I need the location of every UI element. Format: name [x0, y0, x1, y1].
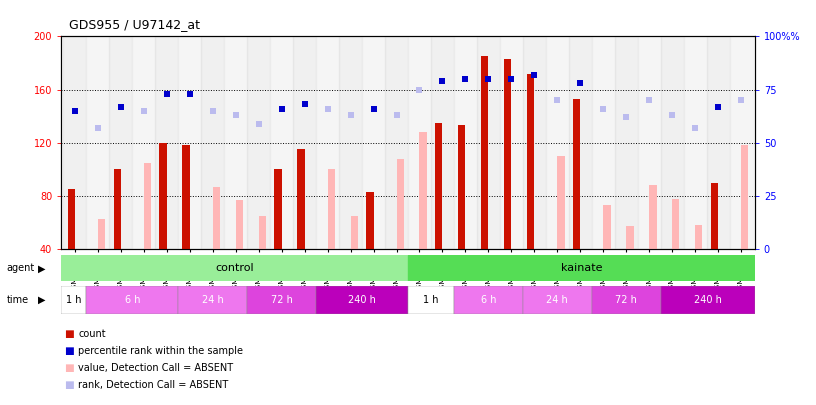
- Text: ■: ■: [64, 380, 73, 390]
- Bar: [614, 36, 637, 249]
- Text: 6 h: 6 h: [125, 295, 140, 305]
- Bar: [397, 159, 404, 249]
- Text: time: time: [7, 295, 29, 305]
- Bar: [385, 36, 408, 249]
- Bar: [603, 205, 610, 249]
- Bar: [270, 36, 293, 249]
- Bar: [707, 36, 730, 249]
- Bar: [435, 123, 442, 249]
- Bar: [419, 132, 427, 249]
- Bar: [431, 36, 454, 249]
- Text: agent: agent: [7, 263, 35, 273]
- Bar: [236, 200, 243, 249]
- Bar: [98, 219, 105, 249]
- Bar: [247, 286, 316, 314]
- Bar: [274, 169, 282, 249]
- Bar: [454, 286, 523, 314]
- Bar: [339, 36, 362, 249]
- Bar: [64, 36, 86, 249]
- Bar: [247, 36, 270, 249]
- Text: 240 h: 240 h: [348, 295, 376, 305]
- Bar: [179, 36, 202, 249]
- Bar: [113, 169, 121, 249]
- Text: GDS955 / U97142_at: GDS955 / U97142_at: [69, 18, 201, 31]
- Bar: [477, 36, 500, 249]
- Bar: [297, 149, 304, 249]
- Bar: [454, 36, 477, 249]
- Text: ■: ■: [64, 329, 73, 339]
- Text: count: count: [78, 329, 106, 339]
- Bar: [592, 286, 661, 314]
- Bar: [695, 225, 703, 249]
- Bar: [523, 286, 592, 314]
- Text: percentile rank within the sample: percentile rank within the sample: [78, 346, 243, 356]
- Text: 24 h: 24 h: [202, 295, 224, 305]
- Text: 6 h: 6 h: [481, 295, 496, 305]
- Text: kainate: kainate: [561, 263, 602, 273]
- Bar: [557, 156, 565, 249]
- Bar: [569, 36, 592, 249]
- Bar: [408, 255, 755, 281]
- Text: ▶: ▶: [38, 295, 45, 305]
- Bar: [159, 143, 166, 249]
- Bar: [711, 183, 718, 249]
- Bar: [672, 198, 680, 249]
- Text: ■: ■: [64, 363, 73, 373]
- Bar: [741, 145, 748, 249]
- Bar: [155, 36, 179, 249]
- Bar: [527, 74, 534, 249]
- Bar: [458, 126, 465, 249]
- Bar: [61, 286, 86, 314]
- Bar: [661, 286, 755, 314]
- Bar: [316, 36, 339, 249]
- Text: control: control: [215, 263, 254, 273]
- Text: 240 h: 240 h: [694, 295, 721, 305]
- Bar: [362, 36, 385, 249]
- Bar: [109, 36, 132, 249]
- Bar: [573, 99, 580, 249]
- Bar: [684, 36, 707, 249]
- Bar: [202, 36, 224, 249]
- Bar: [481, 56, 489, 249]
- Bar: [86, 36, 109, 249]
- Bar: [213, 187, 220, 249]
- Bar: [68, 189, 75, 249]
- Bar: [504, 59, 512, 249]
- Bar: [637, 36, 661, 249]
- Text: ■: ■: [64, 346, 73, 356]
- Bar: [546, 36, 569, 249]
- Bar: [61, 255, 408, 281]
- Text: 1 h: 1 h: [66, 295, 82, 305]
- Text: ▶: ▶: [38, 263, 45, 273]
- Text: value, Detection Call = ABSENT: value, Detection Call = ABSENT: [78, 363, 233, 373]
- Bar: [316, 286, 408, 314]
- Bar: [351, 216, 358, 249]
- Text: 72 h: 72 h: [615, 295, 637, 305]
- Bar: [132, 36, 155, 249]
- Bar: [523, 36, 546, 249]
- Bar: [224, 36, 247, 249]
- Bar: [259, 216, 266, 249]
- Bar: [500, 36, 523, 249]
- Text: 1 h: 1 h: [424, 295, 439, 305]
- Bar: [366, 192, 374, 249]
- Bar: [592, 36, 614, 249]
- Bar: [293, 36, 316, 249]
- Bar: [408, 286, 454, 314]
- Bar: [730, 36, 752, 249]
- Bar: [661, 36, 684, 249]
- Bar: [179, 286, 247, 314]
- Bar: [86, 286, 179, 314]
- Text: 72 h: 72 h: [271, 295, 293, 305]
- Bar: [144, 163, 151, 249]
- Bar: [183, 145, 190, 249]
- Bar: [327, 169, 335, 249]
- Bar: [650, 185, 657, 249]
- Text: rank, Detection Call = ABSENT: rank, Detection Call = ABSENT: [78, 380, 228, 390]
- Text: 24 h: 24 h: [547, 295, 568, 305]
- Bar: [626, 226, 633, 249]
- Bar: [408, 36, 431, 249]
